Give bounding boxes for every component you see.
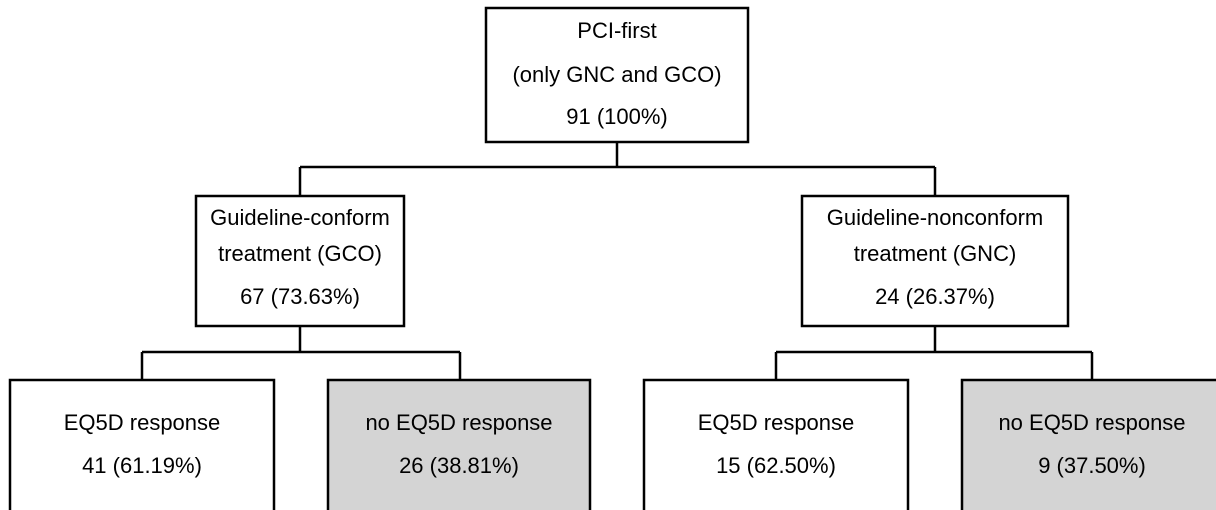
node-text: 41 (61.19%): [82, 453, 202, 478]
node-text: (only GNC and GCO): [512, 62, 721, 87]
connector: [140, 326, 462, 380]
node-text: treatment (GNC): [854, 241, 1017, 266]
node-text: 15 (62.50%): [716, 453, 836, 478]
node-text: 91 (100%): [566, 104, 668, 129]
node-text: Guideline-conform: [210, 205, 390, 230]
node-text: treatment (GCO): [218, 241, 382, 266]
node-box: [960, 378, 1216, 510]
node-text: 26 (38.81%): [399, 453, 519, 478]
node-text: 9 (37.50%): [1038, 453, 1146, 478]
node-box: [484, 6, 750, 144]
connector: [774, 326, 1094, 380]
node-text: EQ5D response: [698, 410, 855, 435]
node-box: [326, 378, 592, 510]
node-box: [800, 194, 1070, 328]
node-text: no EQ5D response: [365, 410, 552, 435]
node-text: PCI-first: [577, 18, 656, 43]
node-text: 24 (26.37%): [875, 284, 995, 309]
node-text: no EQ5D response: [998, 410, 1185, 435]
node-box: [642, 378, 910, 510]
node-text: Guideline-nonconform: [827, 205, 1043, 230]
connector: [298, 142, 937, 196]
node-text: EQ5D response: [64, 410, 221, 435]
node-box: [8, 378, 276, 510]
node-text: 67 (73.63%): [240, 284, 360, 309]
node-box: [194, 194, 406, 328]
